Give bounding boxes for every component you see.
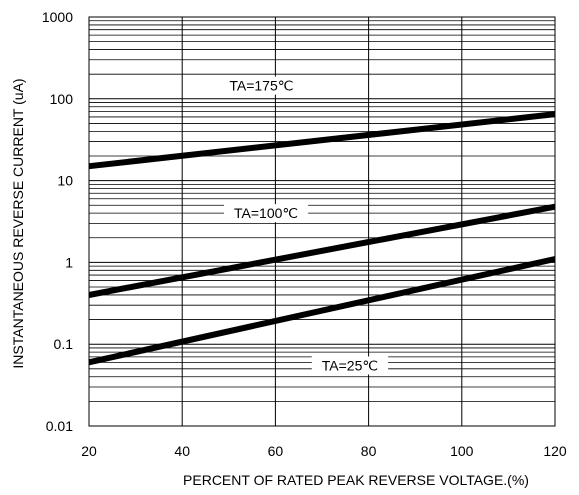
series-line-1 <box>88 111 556 170</box>
series-label-1: TA=175℃ <box>229 78 293 94</box>
x-tick-label: 60 <box>268 443 284 459</box>
x-tick-label: 80 <box>361 443 377 459</box>
y-tick-label: 1000 <box>42 9 73 25</box>
series-line-2 <box>88 203 556 298</box>
y-axis-title: INSTANTANEOUS REVERSE CURRENT (uA) <box>10 78 26 368</box>
series-labels: TA=175℃ TA=100℃ TA=25℃ <box>219 76 389 375</box>
plot-frame <box>88 16 556 427</box>
tick-labels: 20 40 60 80 100 120 0.01 0.1 1 10 100 1000 <box>42 9 567 459</box>
x-tick-label: 40 <box>174 443 190 459</box>
series-line-3 <box>88 256 556 366</box>
y-tick-label: 0.01 <box>46 418 73 434</box>
x-axis-title: PERCENT OF RATED PEAK REVERSE VOLTAGE.(%… <box>183 472 529 488</box>
series-label-3: TA=25℃ <box>322 357 378 373</box>
series-lines <box>88 111 556 366</box>
x-tick-label: 120 <box>543 443 567 459</box>
series-label-2: TA=100℃ <box>234 205 298 221</box>
y-tick-label: 1 <box>65 254 73 270</box>
y-tick-label: 100 <box>50 91 74 107</box>
series-label-background <box>219 76 304 95</box>
y-tick-label: 0.1 <box>54 336 74 352</box>
series-label-background <box>224 204 309 223</box>
x-tick-label: 100 <box>450 443 474 459</box>
y-tick-label: 10 <box>57 173 73 189</box>
series-label-background <box>311 356 389 375</box>
x-tick-label: 20 <box>81 443 97 459</box>
